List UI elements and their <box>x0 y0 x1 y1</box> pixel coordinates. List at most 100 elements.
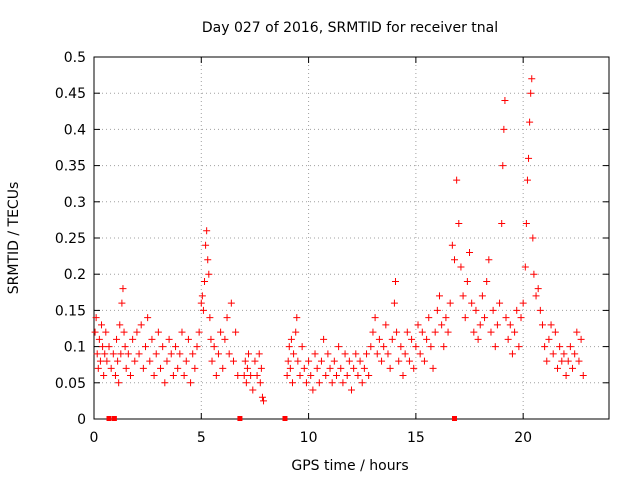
data-point <box>564 357 572 365</box>
data-point <box>142 343 149 351</box>
data-point <box>165 335 173 343</box>
data-point <box>292 328 300 336</box>
data-point <box>416 350 424 358</box>
data-point <box>513 306 521 314</box>
data-point <box>195 328 203 336</box>
data-point <box>502 314 510 322</box>
data-point <box>448 241 456 249</box>
data-point <box>523 176 531 184</box>
data-point <box>571 350 579 358</box>
y-tick-label: 0.1 <box>64 340 86 356</box>
data-point <box>335 343 343 351</box>
data-point <box>569 364 577 372</box>
y-tick-label: 0 <box>77 412 86 428</box>
data-point <box>519 299 527 307</box>
data-point <box>350 364 358 372</box>
data-point <box>287 335 295 343</box>
data-point <box>174 364 182 372</box>
data-point <box>193 343 201 351</box>
data-point <box>221 335 229 343</box>
data-point <box>478 292 486 300</box>
data-point <box>247 372 255 380</box>
data-point <box>386 364 394 372</box>
data-point <box>111 372 119 380</box>
data-point <box>113 335 121 343</box>
data-point <box>202 241 210 249</box>
data-point <box>146 357 154 365</box>
data-points <box>91 75 587 421</box>
data-point <box>485 256 493 264</box>
zero-marker <box>111 416 117 421</box>
data-point <box>403 328 411 336</box>
zero-marker <box>282 416 288 421</box>
data-point <box>139 364 147 372</box>
data-point <box>573 328 581 336</box>
data-point <box>566 343 574 351</box>
data-point <box>414 321 422 329</box>
data-point <box>526 118 534 126</box>
data-point <box>455 220 463 228</box>
data-point <box>433 306 441 314</box>
data-point <box>547 321 555 329</box>
data-point <box>258 393 266 401</box>
data-point <box>470 328 478 336</box>
y-tick-label: 0.3 <box>64 195 86 211</box>
data-point <box>115 379 123 387</box>
data-point <box>256 379 264 387</box>
data-point <box>219 364 227 372</box>
data-point <box>92 314 100 322</box>
data-point <box>135 350 143 358</box>
x-tick-label: 10 <box>300 430 318 446</box>
data-point <box>525 154 533 162</box>
data-point <box>203 227 211 235</box>
data-point <box>521 263 529 271</box>
data-point <box>556 343 564 351</box>
data-point <box>545 335 553 343</box>
data-point <box>438 321 446 329</box>
data-point <box>498 220 506 228</box>
data-point <box>217 328 225 336</box>
data-point <box>418 328 426 336</box>
data-point <box>476 321 484 329</box>
data-point <box>517 314 525 322</box>
data-point <box>114 357 122 365</box>
data-point <box>538 321 546 329</box>
data-point <box>444 328 452 336</box>
data-point <box>489 306 497 314</box>
data-point <box>167 350 175 358</box>
data-point <box>511 328 519 336</box>
data-point <box>197 299 205 307</box>
data-point <box>249 386 257 394</box>
data-point <box>423 335 431 343</box>
data-point <box>472 306 480 314</box>
data-point <box>204 256 212 264</box>
data-point <box>121 343 129 351</box>
data-point <box>243 364 251 372</box>
data-point <box>234 372 242 380</box>
data-point <box>560 350 568 358</box>
data-point <box>388 335 396 343</box>
zero-marker <box>237 416 243 421</box>
x-tick-label: 15 <box>407 430 425 446</box>
y-axis-label: SRMTID / TECUs <box>6 182 22 295</box>
data-point <box>322 372 330 380</box>
data-point <box>210 343 218 351</box>
data-point <box>212 372 220 380</box>
data-point <box>499 162 507 170</box>
data-point <box>395 357 403 365</box>
data-point <box>94 364 102 372</box>
data-point <box>176 350 184 358</box>
data-point <box>131 357 139 365</box>
data-point <box>468 299 476 307</box>
data-point <box>529 234 537 242</box>
data-point <box>384 350 392 358</box>
data-point <box>144 314 152 322</box>
data-point <box>103 357 111 365</box>
data-point <box>496 299 504 307</box>
data-point <box>205 270 213 278</box>
y-tick-label: 0.4 <box>64 122 86 138</box>
data-point <box>506 321 514 329</box>
data-point <box>558 357 566 365</box>
data-point <box>579 372 587 380</box>
data-point <box>150 372 158 380</box>
